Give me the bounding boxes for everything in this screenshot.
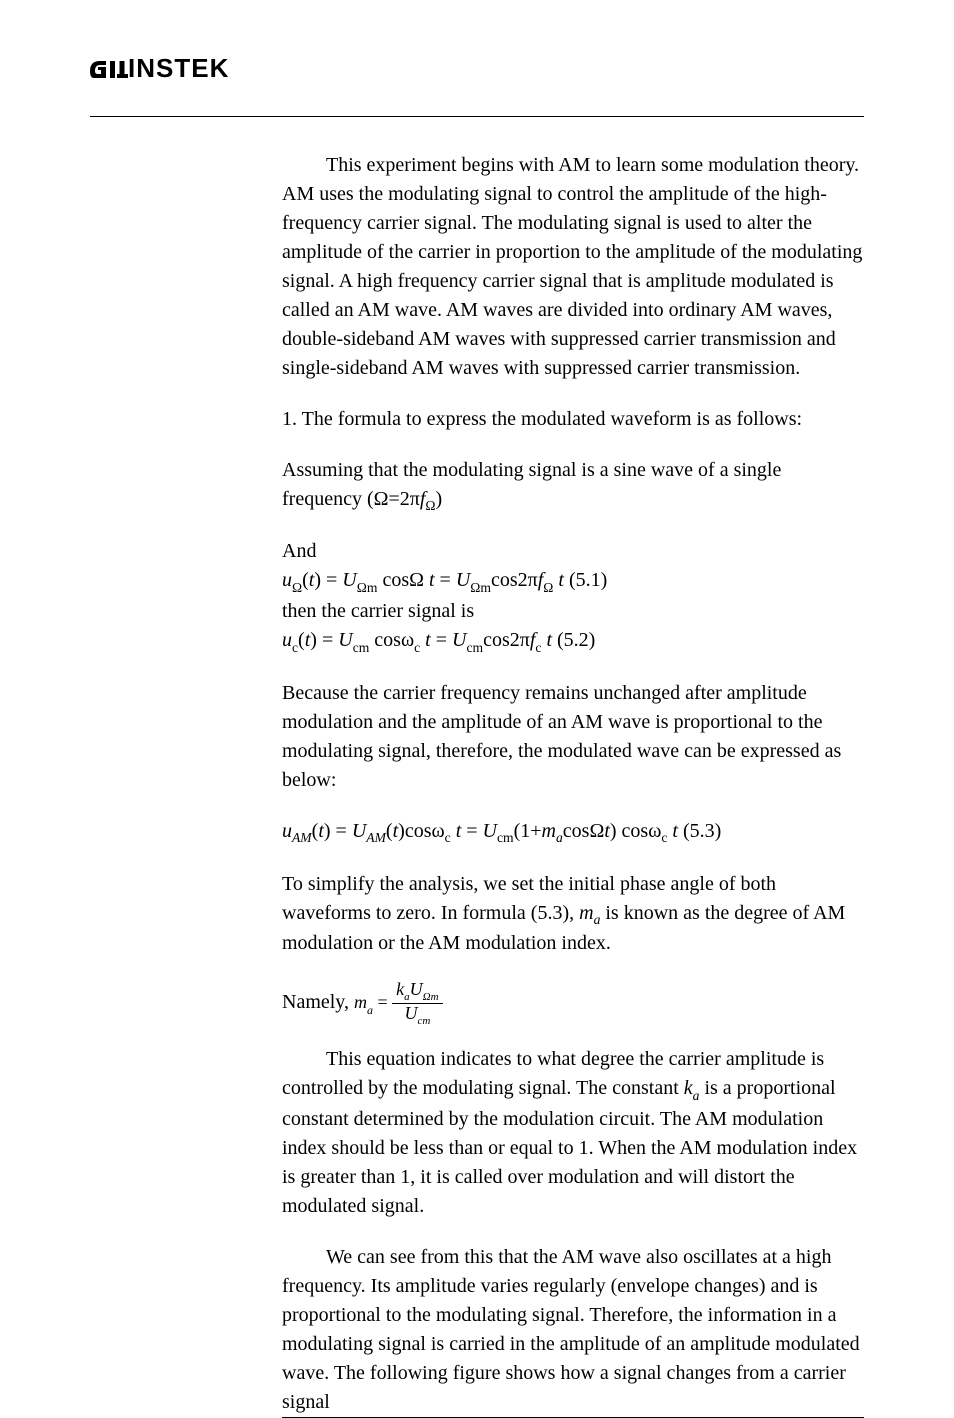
eq53-cos2: cosΩ (563, 820, 605, 842)
eq53-one: (1+ (514, 820, 542, 842)
eq53-p2: ( (386, 820, 393, 842)
eq52-cos2: cos2π (483, 629, 530, 651)
sym-m-3: m (354, 992, 367, 1012)
sub-am-2: AM (366, 830, 386, 845)
sub-omega-m-3: Ωm (423, 991, 439, 1003)
eq53-cos3: ) cosω (610, 820, 661, 842)
eq52-eq1: ) = (310, 629, 338, 651)
eq53-cos1: )cosω (398, 820, 444, 842)
sym-m-2: m (579, 902, 593, 924)
sym-u-c: u (282, 629, 292, 651)
brand-logo: INSTEK (90, 50, 864, 88)
assume-text-1: Assuming that the modulating signal is a… (282, 459, 781, 510)
eq53-eq1: ) = (324, 820, 352, 842)
logo-mark-icon (90, 59, 128, 79)
namely-line: Namely, ma = kaUΩm Ucm (282, 980, 864, 1027)
eq53-eq2: = (461, 820, 482, 842)
eq-5-1: uΩ(t) = UΩm cosΩ t = UΩmcos2πfΩ t (5.1) (282, 566, 864, 597)
sub-cm-4: cm (417, 1015, 430, 1027)
sub-a-4: a (404, 991, 410, 1003)
eq51-num: (5.1) (564, 569, 607, 591)
eq51-paren-open: ( (302, 569, 309, 591)
sub-c-4: c (445, 830, 451, 845)
header-rule (90, 116, 864, 117)
body-content: This experiment begins with AM to learn … (282, 151, 864, 1418)
sub-a-5: a (693, 1088, 700, 1103)
eq53-num: (5.3) (678, 820, 721, 842)
eq52-cos1: cosω (369, 629, 414, 651)
sub-a-2: a (594, 912, 601, 927)
eq52-paren-open: ( (298, 629, 305, 651)
intro-paragraph: This experiment begins with AM to learn … (282, 151, 864, 383)
sub-c-3: c (535, 640, 541, 655)
because-paragraph: Because the carrier frequency remains un… (282, 679, 864, 795)
sym-k-2: k (684, 1077, 693, 1099)
sym-U-7: U (410, 979, 423, 999)
sym-U-6: U (483, 820, 497, 842)
sym-u: u (282, 569, 292, 591)
sub-am: AM (292, 830, 312, 845)
simplify-paragraph: To simplify the analysis, we set the ini… (282, 870, 864, 959)
eq51-cos2: cos2π (491, 569, 538, 591)
and-label: And (282, 537, 864, 566)
sym-U-8: U (404, 1003, 417, 1023)
sub-omega-m-2: Ωm (470, 580, 491, 595)
frac-den: Ucm (392, 1003, 442, 1027)
eq51-eq1: ) = (314, 569, 342, 591)
sub-omega: Ω (425, 498, 435, 513)
sub-a: a (556, 830, 563, 845)
eq52-eq2: = (431, 629, 452, 651)
sub-omega-2: Ω (292, 580, 302, 595)
sym-U-2: U (456, 569, 470, 591)
sub-c-2: c (414, 640, 420, 655)
equation-block-1: And uΩ(t) = UΩm cosΩ t = UΩmcos2πfΩ t (5… (282, 537, 864, 656)
sym-U-5: U (352, 820, 366, 842)
sub-omega-m: Ωm (357, 580, 378, 595)
sub-c-5: c (661, 830, 667, 845)
sym-u-am: u (282, 820, 292, 842)
conclusion-paragraph: We can see from this that the AM wave al… (282, 1243, 864, 1417)
eq-5-2: uc(t) = Ucm cosωc t = Ucmcos2πfc t (5.2) (282, 626, 864, 657)
sub-omega-3: Ω (543, 580, 553, 595)
assume-text-2: ) (436, 488, 443, 510)
sub-a-3: a (367, 1003, 373, 1017)
sym-m: m (542, 820, 556, 842)
eq-5-3: uAM(t) = UAM(t)cosωc t = Ucm(1+macosΩt) … (282, 817, 864, 848)
eq52-num: (5.2) (552, 629, 595, 651)
frac-eq: = (373, 992, 392, 1012)
eq51-cos1: cosΩ (377, 569, 429, 591)
namely-label: Namely, (282, 991, 354, 1013)
sym-k: k (396, 979, 404, 999)
sym-U-4: U (452, 629, 466, 651)
sym-U: U (342, 569, 356, 591)
assumption-paragraph: Assuming that the modulating signal is a… (282, 456, 864, 516)
sub-cm: cm (353, 640, 370, 655)
eq51-eq2: = (435, 569, 456, 591)
fraction: kaUΩm Ucm (392, 980, 442, 1027)
sub-c: c (292, 640, 298, 655)
sub-cm-3: cm (497, 830, 514, 845)
logo-text: INSTEK (128, 53, 229, 83)
sub-cm-2: cm (466, 640, 483, 655)
degree-paragraph: This equation indicates to what degree t… (282, 1045, 864, 1221)
sym-U-3: U (338, 629, 352, 651)
frac-num: kaUΩm (392, 980, 442, 1003)
then-carrier: then the carrier signal is (282, 597, 864, 626)
numbered-item-1: 1. The formula to express the modulated … (282, 405, 864, 434)
